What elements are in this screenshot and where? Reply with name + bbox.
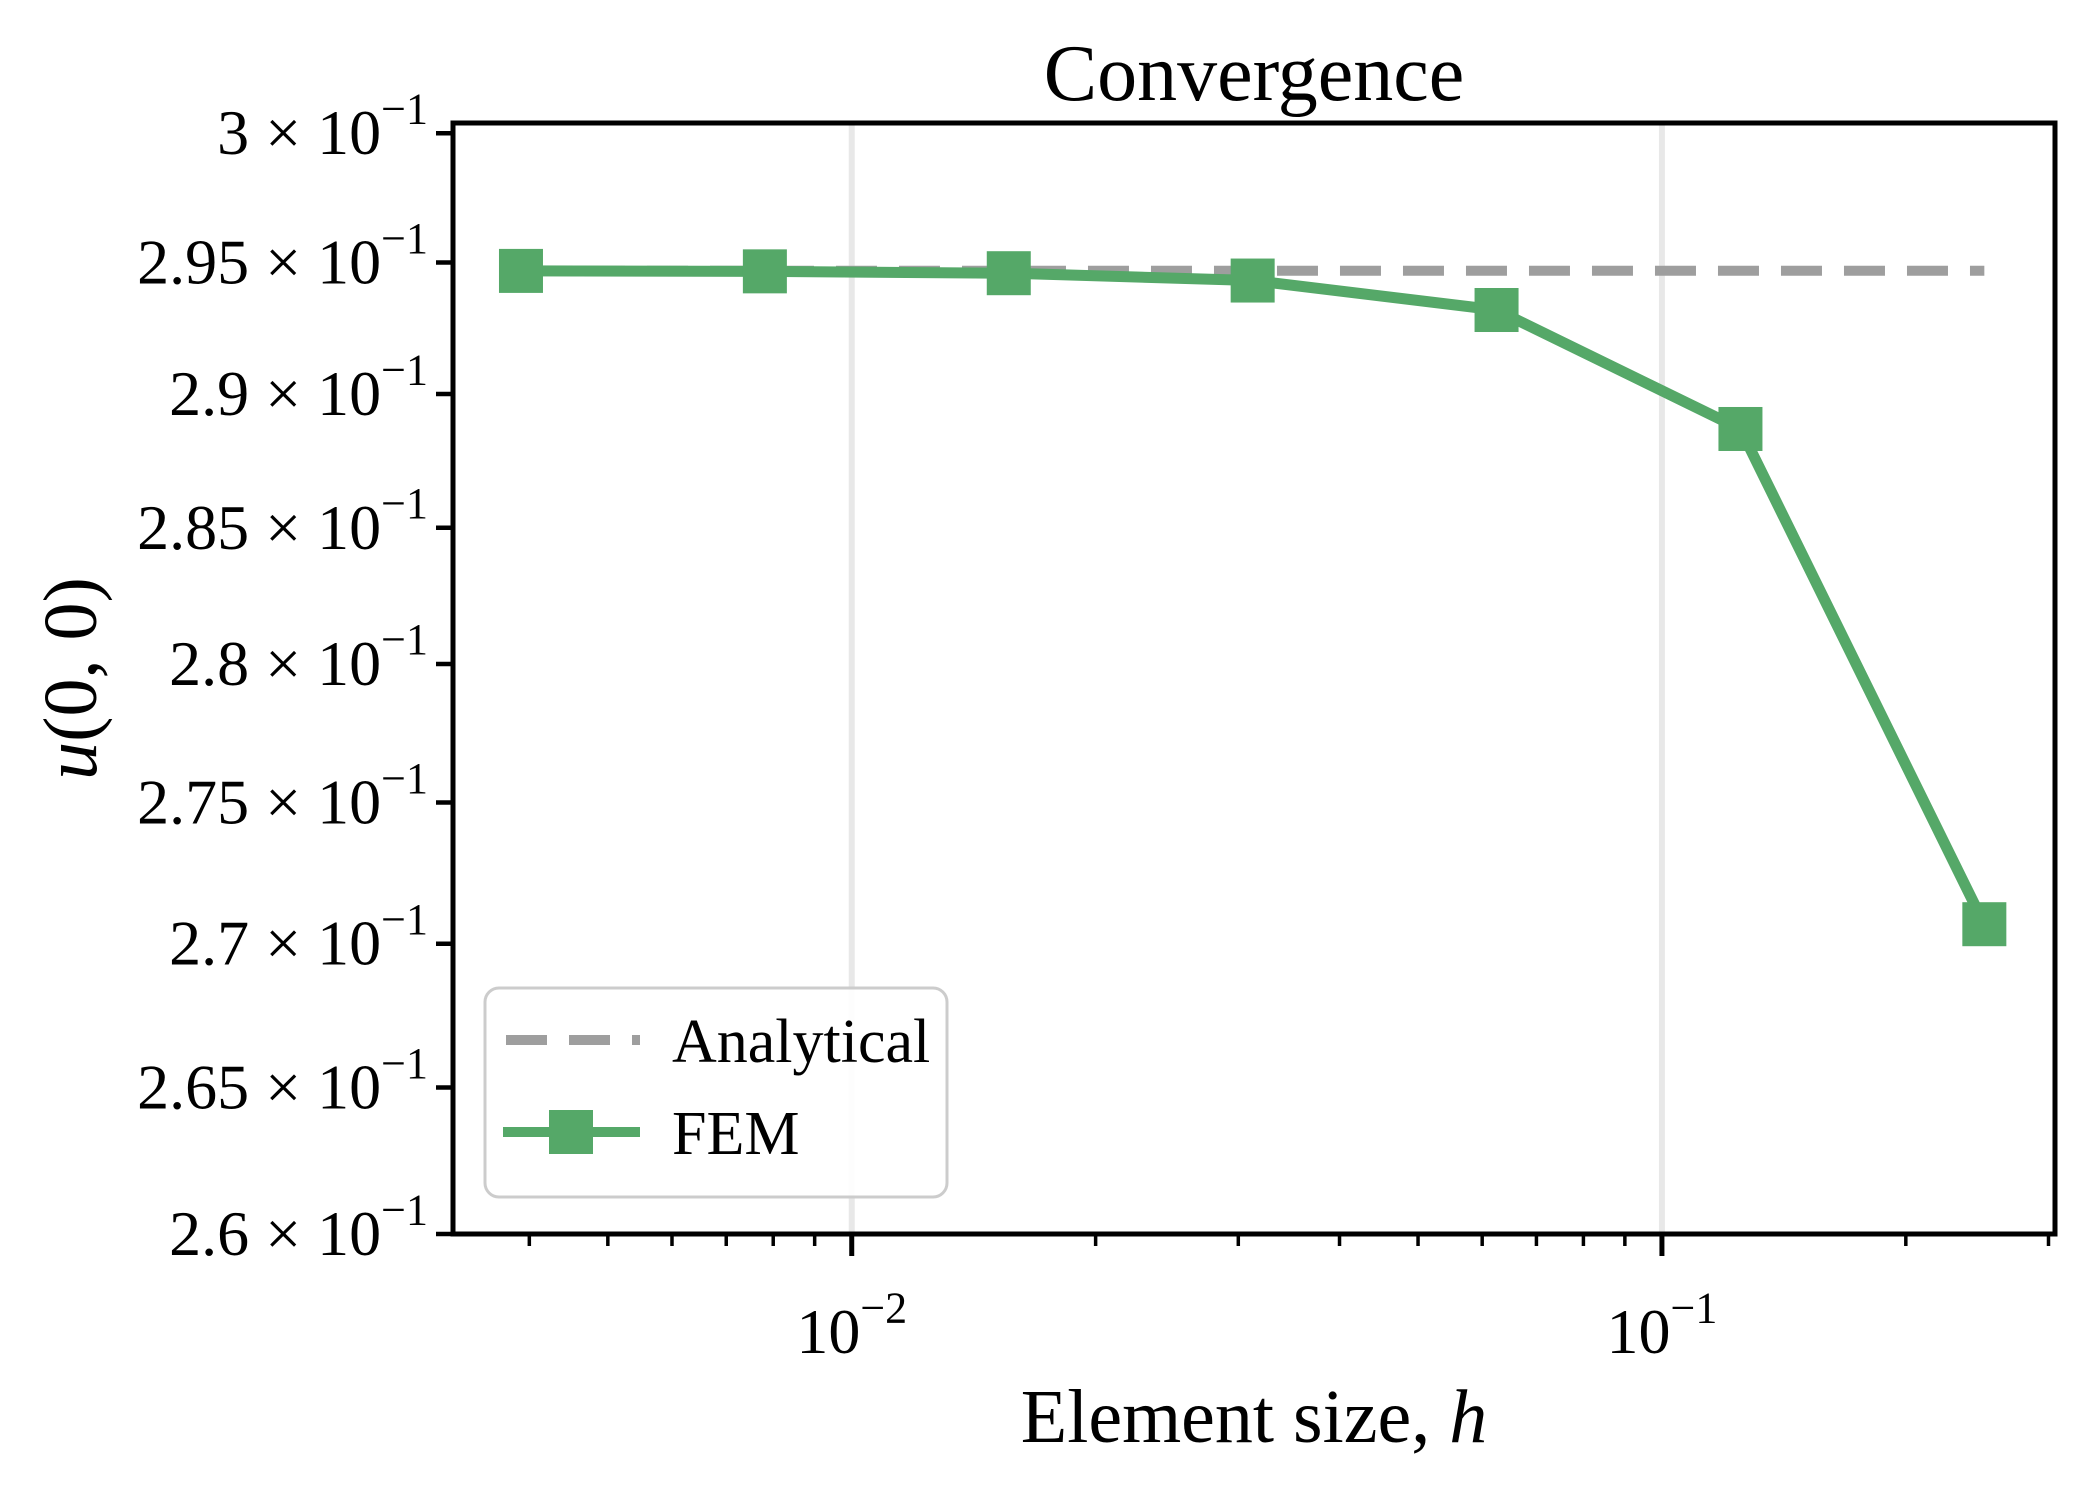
x-tick-label: 10−1 [1607,1283,1718,1367]
y-tick-label: 2.7 × 10−1 [169,895,428,979]
y-tick-label: 2.8 × 10−1 [169,615,428,699]
y-tick-label: 2.95 × 10−1 [137,214,428,298]
legend-analytical-label: Analytical [672,1008,930,1076]
plot-spines [450,120,2058,1237]
x-axis-label: Element size, h [1021,1375,1487,1459]
y-tick-label: 2.65 × 10−1 [137,1039,428,1123]
y-tick-label: 2.75 × 10−1 [137,754,428,838]
y-axis-label: u(0, 0) [29,577,113,780]
legend-fem-marker [549,1110,593,1154]
y-tick-label: 2.85 × 10−1 [137,479,428,563]
y-tick-label: 2.6 × 10−1 [169,1185,428,1269]
legend: Analytical FEM [483,986,949,1199]
chart-title: Convergence [1044,30,1465,118]
fem-marker [1230,258,1275,303]
y-tick-label: 3 × 10−1 [217,85,428,169]
fem-marker [742,249,787,294]
fem-marker [1962,902,2007,947]
fem-marker [1474,288,1519,333]
y-tick-label: 2.9 × 10−1 [169,345,428,429]
fem-marker [498,248,543,293]
legend-fem-label: FEM [672,1100,799,1168]
fem-line [520,265,1990,927]
x-tick-label: 10−2 [796,1283,907,1367]
fem-marker [1718,406,1763,451]
fem-marker [986,251,1031,296]
